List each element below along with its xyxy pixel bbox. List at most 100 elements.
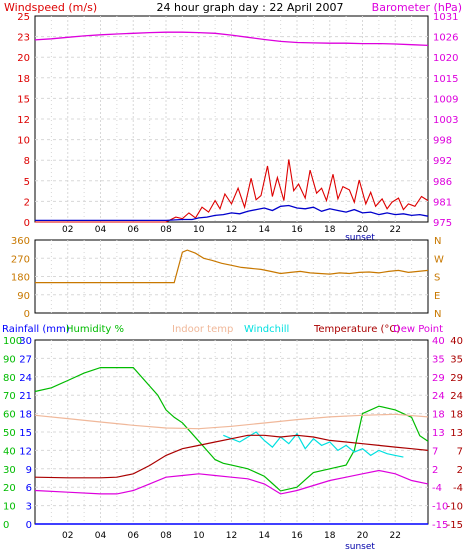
y-tick-label-temp-outer: 2 (457, 465, 463, 476)
y-tick-label-temp-outer: 7 (457, 446, 463, 457)
y-tick-label-barometer: 998 (433, 136, 452, 147)
y-tick-label-temp-inner: 7 (432, 446, 438, 457)
x-tick-label: 04 (95, 531, 107, 541)
panel3-series (34, 367, 429, 525)
y-tick-label-compass: N (434, 309, 441, 320)
y-tick-label-barometer: 1031 (433, 12, 458, 23)
y-tick-label-temp-inner: 40 (432, 336, 445, 347)
y-tick-label-compass: N (434, 236, 441, 247)
y-tick-label-barometer: 1015 (433, 74, 458, 85)
y-tick-label-temp-outer: -10 (447, 502, 463, 513)
y-tick-label-windspeed: 25 (17, 12, 30, 23)
x-tick-label: 18 (324, 531, 336, 541)
y-tick-label-rain: 6 (26, 483, 32, 494)
y-tick-label-temp-outer: 13 (450, 428, 463, 439)
y-tick-label-windspeed: 8 (24, 156, 30, 167)
y-tick-label-temp-inner: -10 (432, 502, 448, 513)
x-tick-label: 14 (259, 225, 271, 235)
x-tick-label: 08 (160, 225, 172, 235)
y-tick-label-compass: S (434, 273, 440, 284)
y-tick-label-humidity: 0 (3, 520, 9, 531)
x-tick-label: 22 (390, 531, 401, 541)
windchill-line (223, 431, 404, 458)
y-tick-label-windspeed: 10 (17, 136, 30, 147)
panel3-legend: Rainfall (mm)Humidity % Indoor temp Windch… (2, 324, 443, 335)
y-tick-label-rain: 24 (19, 373, 32, 384)
x-tick-label: 10 (193, 225, 205, 235)
barometer-line (34, 31, 429, 47)
panel-temperature-humidity: Rainfall (mm)Humidity % Indoor temp Windch… (2, 324, 463, 552)
legend-humidity: Humidity % (66, 324, 124, 335)
chart-title: 24 hour graph day : 22 April 2007 (157, 1, 344, 14)
y-tick-label-temp-inner: 13 (432, 428, 445, 439)
x-tick-label: 04 (95, 225, 107, 235)
y-tick-label-windspeed: 23 (17, 33, 30, 44)
title-windspeed-label: Windspeed (m/s) (4, 1, 97, 14)
y-tick-label-windspeed: 2 (24, 197, 30, 208)
x-tick-label: 10 (193, 531, 205, 541)
y-tick-label-temp-outer: 24 (450, 391, 463, 402)
y-tick-label-humidity: 60 (3, 410, 16, 421)
x-tick-label: 08 (160, 531, 172, 541)
y-tick-label-humidity: 40 (3, 446, 16, 457)
y-tick-label-temp-inner: 24 (432, 391, 445, 402)
panel2-series (35, 249, 429, 284)
y-tick-label-rain: 27 (19, 354, 32, 365)
y-tick-label-windspeed: 5 (24, 177, 30, 188)
x-tick-label: 06 (128, 225, 140, 235)
panel1-ticks: 02 04 06 08 10 12 14 16 18 20 22025810121518202325… (17, 12, 458, 235)
panel3-grid (35, 340, 428, 524)
y-tick-label-barometer: 975 (433, 218, 452, 229)
y-tick-label-humidity: 30 (3, 465, 16, 476)
y-tick-label-compass: W (434, 254, 444, 265)
y-tick-label-barometer: 1020 (433, 53, 458, 64)
y-tick-label-humidity: 90 (3, 354, 16, 365)
y-tick-label-barometer: 981 (433, 197, 452, 208)
x-tick-label: 16 (291, 531, 303, 541)
x-tick-label: 20 (357, 225, 369, 235)
x-tick-label: 20 (357, 531, 369, 541)
x-tick-label: 02 (62, 225, 73, 235)
humidity-line (34, 367, 429, 492)
y-tick-label-temp-inner: 29 (432, 373, 445, 384)
wind-direction-line (35, 249, 429, 284)
sunset-label-bottom: sunset (345, 542, 375, 552)
panel1-grid (35, 16, 428, 222)
title-barometer-label: Barometer (hPa) (372, 1, 462, 14)
legend-dew-point: Dew Point (393, 324, 443, 335)
y-tick-label-humidity: 10 (3, 502, 16, 513)
legend-rainfall: Rainfall (mm) (2, 324, 70, 335)
y-tick-label-temp-outer: -4 (453, 483, 463, 494)
y-tick-label-humidity: 50 (3, 428, 16, 439)
indoor-temp-line (34, 413, 429, 430)
y-tick-label-rain: 12 (19, 446, 32, 457)
sunset-label: sunset (345, 233, 375, 243)
y-tick-label-humidity: 20 (3, 483, 16, 494)
y-tick-label-windspeed: 18 (17, 74, 30, 85)
y-tick-label-temp-inner: -15 (432, 520, 448, 531)
y-tick-label-temp-inner: 2 (432, 465, 438, 476)
y-tick-label-windspeed: 15 (17, 94, 30, 105)
x-tick-label: 12 (226, 225, 237, 235)
panel-wind-barometer: Windspeed (m/s) 24 hour graph day : 22 A… (4, 1, 462, 243)
y-tick-label-barometer: 1003 (433, 115, 458, 126)
wind-gust-line (35, 159, 429, 223)
y-tick-label-rain: 30 (19, 336, 32, 347)
panel1-series (34, 31, 429, 223)
y-tick-label-direction: 90 (17, 291, 30, 302)
x-tick-label: 12 (226, 531, 237, 541)
y-tick-label-rain: 15 (19, 428, 32, 439)
dew-point-line (34, 469, 429, 495)
y-tick-label-rain: 18 (19, 410, 32, 421)
y-tick-label-direction: 0 (24, 309, 30, 320)
y-tick-label-temp-outer: 35 (450, 354, 463, 365)
x-tick-label: 14 (259, 531, 271, 541)
y-tick-label-rain: 3 (26, 502, 32, 513)
y-tick-label-rain: 0 (26, 520, 32, 531)
wind-average-line (35, 204, 429, 222)
y-tick-label-compass: E (434, 291, 440, 302)
y-tick-label-humidity: 100 (3, 336, 22, 347)
y-tick-label-barometer: 986 (433, 177, 452, 188)
x-tick-label: 06 (128, 531, 140, 541)
